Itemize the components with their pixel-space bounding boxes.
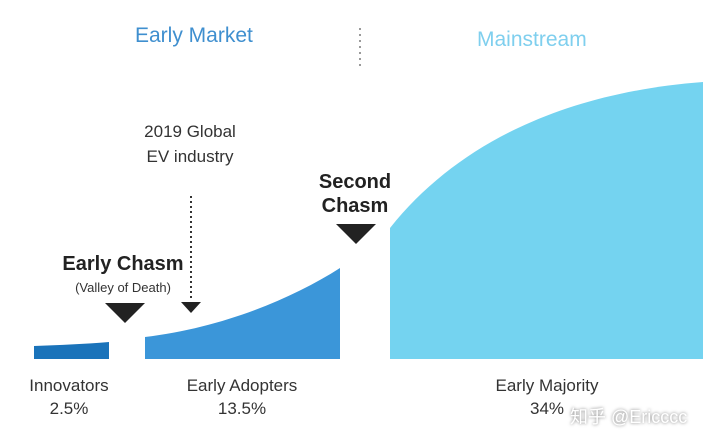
segment-early-majority xyxy=(390,82,703,359)
second-chasm-line-1: Second xyxy=(318,171,392,193)
innovators-share: 2.5% xyxy=(49,399,89,418)
watermark: 知乎 @Ericccc xyxy=(570,407,688,427)
second-chasm-line-2: Chasm xyxy=(321,195,389,217)
early-majority-share: 34% xyxy=(529,399,565,418)
early-chasm-title: Early Chasm xyxy=(62,253,184,275)
segment-innovators xyxy=(34,342,109,359)
phase-label-mainstream: Mainstream xyxy=(477,28,587,51)
early-chasm-subtitle: (Valley of Death) xyxy=(75,280,171,295)
annotation-line-1: 2019 Global xyxy=(144,122,236,141)
early-adopters-label: Early Adopters xyxy=(186,376,298,395)
innovators-label: Innovators xyxy=(29,376,109,395)
early-adopters-share: 13.5% xyxy=(217,399,267,418)
second-chasm-marker xyxy=(336,224,376,244)
segment-early-adopters xyxy=(145,268,340,359)
annotation-text: 2019 Global EV industry xyxy=(110,119,270,169)
phase-label-early-market: Early Market xyxy=(135,24,253,47)
annotation-line-2: EV industry xyxy=(146,147,234,166)
early-majority-label: Early Majority xyxy=(495,376,599,395)
second-chasm-label: Second Chasm xyxy=(300,170,410,218)
annotation-pointer-arrow xyxy=(181,302,201,313)
early-chasm-marker xyxy=(105,303,145,323)
